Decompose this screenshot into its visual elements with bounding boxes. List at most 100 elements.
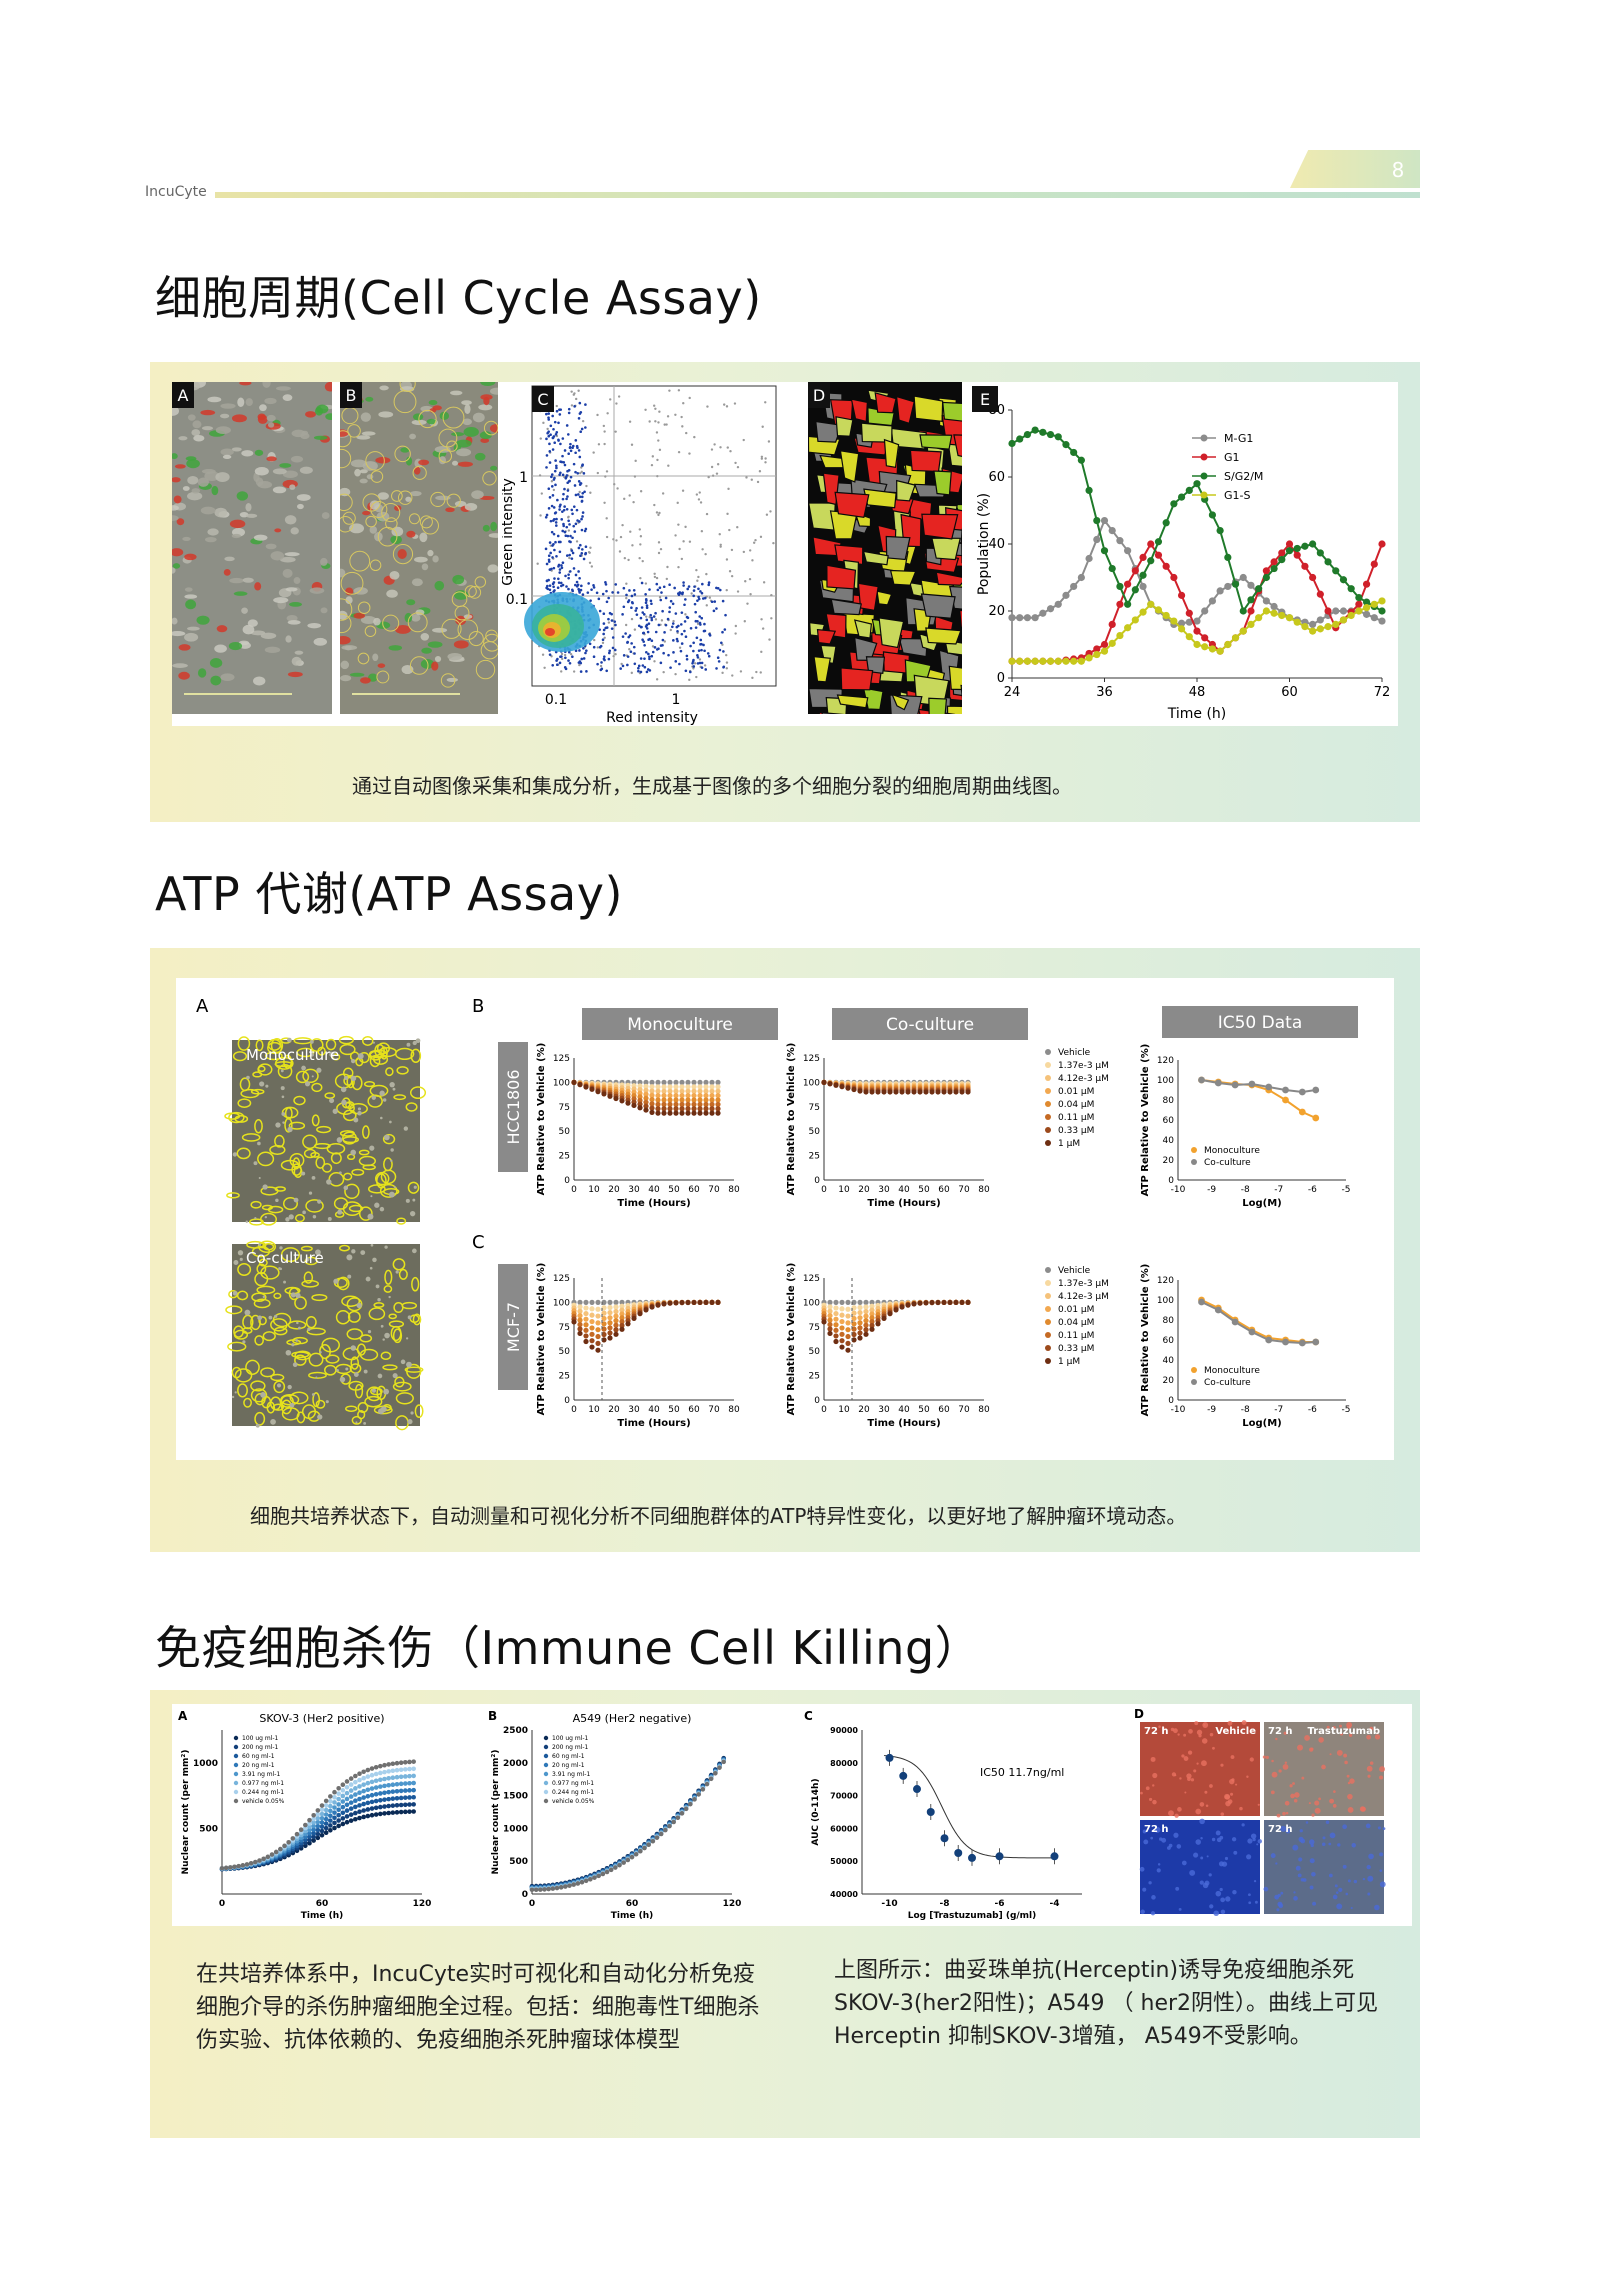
scatter-point	[547, 487, 551, 491]
scatter-point	[685, 657, 689, 661]
texture-dot	[384, 1245, 388, 1249]
image-texture	[1311, 1813, 1315, 1817]
image-texture	[1142, 1887, 1147, 1892]
panel-label-c: C	[537, 390, 548, 409]
texture-dot	[278, 1267, 281, 1270]
image-texture	[1235, 1783, 1238, 1786]
texture-dot	[400, 1359, 406, 1365]
scatter-point	[563, 449, 567, 452]
scatter-point	[575, 580, 579, 584]
scatter-point	[668, 389, 671, 392]
scatter-point	[602, 612, 606, 615]
dose-point	[649, 1304, 655, 1310]
legend-marker	[1200, 491, 1208, 499]
yellow-cell	[228, 1111, 245, 1124]
scatter-point	[559, 442, 562, 446]
scatter-point	[582, 646, 585, 650]
y-tick-label: 40	[988, 537, 1005, 552]
scatter-point	[559, 471, 562, 475]
yellow-cell	[325, 1354, 340, 1364]
scatter-point	[563, 463, 567, 467]
scatter-point	[581, 593, 585, 596]
scatter-point	[554, 433, 558, 436]
scatter-point	[703, 664, 707, 667]
scatter-point	[550, 473, 554, 476]
texture-dot	[377, 1373, 383, 1379]
growth-point	[407, 1773, 412, 1779]
dose-point	[601, 1310, 607, 1316]
texture-dot	[292, 1362, 298, 1368]
scatter-point	[623, 556, 627, 560]
scatter-point	[598, 609, 602, 613]
yellow-cell	[331, 1053, 341, 1061]
series-point-S/G2/M	[1039, 428, 1047, 436]
dose-point	[607, 1304, 613, 1311]
growth-point	[365, 1767, 371, 1773]
scatter-point	[579, 543, 582, 547]
cell-blob	[405, 456, 413, 466]
legend-entry: 60 ng ml-1	[552, 1753, 585, 1760]
scatter-point	[653, 572, 656, 575]
growth-point	[344, 1779, 350, 1784]
texture-dot	[282, 1121, 285, 1124]
texture-dot	[337, 1209, 343, 1215]
scatter-point	[578, 589, 581, 593]
yellow-cell	[267, 1041, 283, 1055]
scatter-point	[700, 648, 703, 652]
legend-entry: 1 μM	[1058, 1357, 1080, 1367]
scatter-point	[704, 552, 707, 556]
growth-point	[378, 1784, 383, 1789]
series-point-G1-S	[1131, 616, 1139, 624]
image-texture	[1271, 1771, 1278, 1778]
series-point-S/G2/M	[1355, 594, 1363, 602]
scatter-point	[653, 575, 657, 579]
texture-dot	[258, 1176, 261, 1179]
scatter-point	[655, 648, 659, 651]
scatter-point	[703, 622, 706, 626]
image-texture	[1366, 1765, 1373, 1772]
x-axis-label: Log(M)	[1242, 1198, 1282, 1209]
growth-point	[290, 1836, 296, 1841]
growth-point	[373, 1791, 379, 1797]
cell-blob	[272, 486, 287, 494]
growth-point	[353, 1798, 358, 1804]
growth-point	[332, 1820, 337, 1826]
cell-blob	[253, 534, 268, 541]
growth-point	[542, 1887, 547, 1892]
dose-point	[661, 1092, 667, 1099]
cell-blob	[290, 455, 304, 463]
scatter-point	[680, 611, 684, 614]
scatter-point	[565, 554, 569, 557]
scatter-point	[645, 670, 649, 674]
cell-blob	[391, 526, 404, 537]
image-texture	[1365, 1823, 1371, 1829]
scatter-point	[675, 625, 679, 629]
dose-point	[613, 1313, 619, 1319]
cell-blob	[178, 436, 188, 441]
scatter-point	[716, 587, 720, 590]
texture-dot	[350, 1149, 357, 1156]
scatter-point	[604, 475, 607, 478]
image-texture	[1338, 1887, 1343, 1892]
cell-blob	[210, 675, 222, 686]
dose-point	[839, 1331, 845, 1337]
growth-point	[336, 1802, 341, 1807]
cell-blob	[172, 563, 181, 569]
scatter-point	[592, 586, 596, 589]
scatter-point	[614, 623, 617, 627]
yellow-cell	[311, 1294, 328, 1302]
growth-point	[596, 1873, 601, 1879]
image-texture	[1329, 1753, 1332, 1756]
scatter-point	[663, 423, 666, 426]
scatter-point	[631, 544, 634, 547]
scatter-point	[638, 556, 641, 560]
scatter-point	[680, 632, 684, 636]
legend-marker	[233, 1771, 239, 1777]
dose-point	[577, 1313, 583, 1319]
dose-point	[667, 1079, 673, 1085]
growth-point	[382, 1783, 387, 1789]
cell-blob	[242, 577, 254, 583]
legend-entry: 0.244 ng ml-1	[552, 1789, 594, 1796]
image-texture	[1220, 1897, 1226, 1903]
dose-point	[601, 1305, 607, 1311]
